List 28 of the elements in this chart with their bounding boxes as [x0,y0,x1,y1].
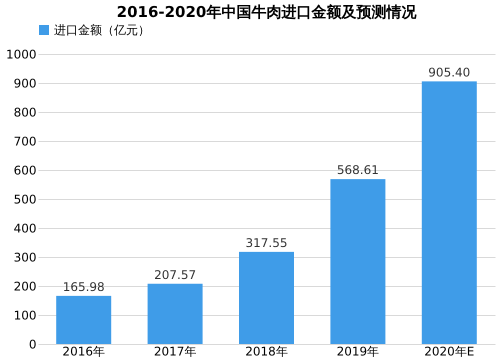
x-tick-label: 2017年 [154,344,196,358]
y-tick-label: 300 [14,250,36,264]
data-label: 568.61 [336,163,379,178]
y-tick-label: 200 [14,280,36,294]
y-tick-label: 900 [14,76,36,90]
x-tick-label: 2019年 [336,344,380,358]
y-tick-label: 600 [14,164,36,178]
data-label: 905.40 [428,65,470,80]
bar [330,179,386,344]
data-label: 317.55 [246,236,288,250]
y-tick-label: 0 [28,338,36,352]
bar [56,296,112,344]
x-tick-label: 2016年 [62,344,105,358]
bar [239,252,294,344]
chart-title: 2016-2020年中国牛肉进口金额及预测情况 [116,3,418,21]
y-tick-label: 800 [14,106,36,120]
legend-label: 进口金额（亿元） [54,23,150,37]
bar [148,284,203,344]
y-tick-label: 400 [14,222,36,236]
y-tick-label: 700 [14,134,36,148]
x-tick-label: 2018年 [245,344,288,358]
y-tick-label: 1000 [6,48,36,62]
y-tick-label: 100 [14,308,36,322]
y-tick-label: 500 [14,192,36,206]
bar [422,81,477,344]
data-label: 207.57 [154,268,196,282]
x-tick-label: 2020年E [424,344,474,358]
data-label: 165.98 [62,280,105,294]
